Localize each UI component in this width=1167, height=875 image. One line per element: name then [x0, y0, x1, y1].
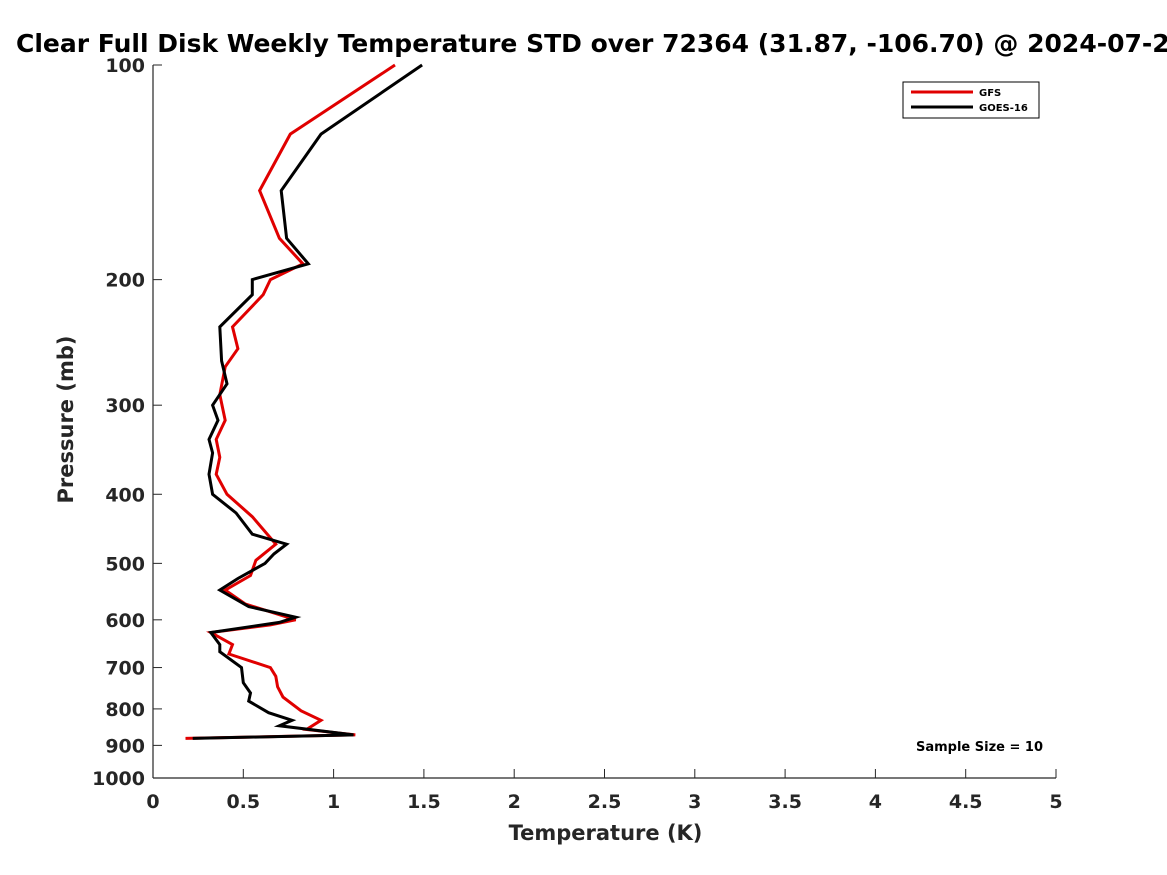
x-tick-label: 4.5: [949, 791, 983, 813]
sample-size-annotation: Sample Size = 10: [916, 740, 1043, 755]
series-line-gfs: [185, 63, 396, 740]
y-tick-label: 500: [105, 553, 145, 575]
x-axis-label: Temperature (K): [509, 821, 703, 845]
y-tick-label: 600: [105, 610, 145, 632]
y-tick-label: 100: [105, 55, 145, 77]
legend-label-gfs: GFS: [979, 88, 1001, 99]
x-tick-label: 2: [508, 791, 521, 813]
y-tick-label: 900: [105, 735, 145, 757]
x-tick-label: 0: [146, 791, 159, 813]
x-axis-ticks: 0 0.5 1 1.5 2 2.5 3 3.5 4 4.5 5: [146, 769, 1063, 813]
x-tick-label: 3.5: [768, 791, 802, 813]
y-tick-label: 200: [105, 270, 145, 292]
x-tick-label: 4: [869, 791, 882, 813]
series-lines: [185, 63, 423, 740]
x-tick-label: 1: [327, 791, 340, 813]
y-tick-label: 1000: [92, 768, 145, 790]
plot-area: [153, 65, 1056, 778]
x-tick-label: 0.5: [226, 791, 260, 813]
chart-title: Clear Full Disk Weekly Temperature STD o…: [16, 29, 1167, 58]
x-tick-label: 3: [688, 791, 701, 813]
y-tick-label: 300: [105, 395, 145, 417]
legend: GFS GOES-16: [902, 81, 1040, 119]
y-axis-label: Pressure (mb): [54, 336, 78, 504]
x-tick-label: 1.5: [407, 791, 441, 813]
y-tick-label: 700: [105, 658, 145, 680]
y-tick-label: 800: [105, 699, 145, 721]
legend-box: [902, 81, 1040, 119]
series-line-goes16: [192, 63, 423, 740]
y-tick-label: 400: [105, 484, 145, 506]
legend-label-goes16: GOES-16: [979, 103, 1028, 114]
x-tick-label: 2.5: [588, 791, 622, 813]
y-axis-ticks: 100 200 300 400 500 600 700 800 900 1000: [92, 55, 162, 790]
x-tick-label: 5: [1049, 791, 1062, 813]
